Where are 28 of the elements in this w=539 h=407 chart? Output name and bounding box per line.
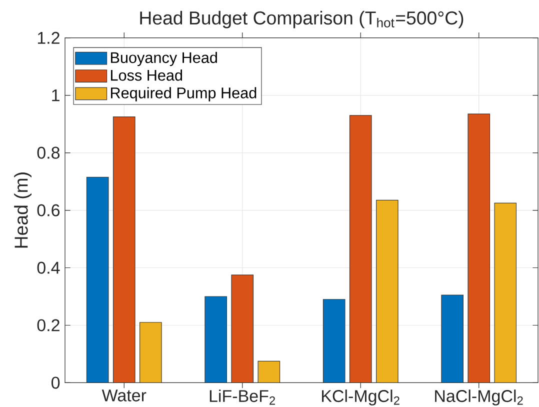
bar (376, 200, 398, 383)
y-tick-label: 1.2 (38, 32, 60, 44)
y-tick-label: 0.2 (37, 319, 60, 332)
x-tick-label: LiF-BeF$_{2}$ (210, 390, 275, 405)
y-tick-label: 0.6 (37, 204, 60, 216)
bar (441, 294, 464, 383)
bar (204, 296, 228, 383)
legend-label: Buoyancy Head (111, 52, 217, 66)
y-tick-label: 0 (52, 376, 60, 389)
y-axis-title: Head (m) (14, 172, 32, 248)
bar (139, 322, 162, 383)
bar (86, 176, 109, 383)
y-tick-label: 0.8 (37, 146, 60, 159)
bar (468, 114, 490, 383)
bar (258, 360, 280, 383)
y-tick-label: 1 (52, 89, 60, 102)
bar (112, 116, 136, 383)
x-tick-label: NaCl-MgCl$_{2}$ (435, 390, 523, 406)
bar (349, 115, 372, 383)
x-tick-label: Water (102, 390, 146, 402)
legend-label: Required Pump Head (111, 87, 256, 102)
chart-title: Head Budget Comparison (T$_{hot}$=500°C) (140, 10, 464, 28)
bar (322, 299, 346, 383)
legend-label: Loss Head (111, 69, 182, 81)
x-tick-label: KCl-MgCl$_{2}$ (322, 390, 400, 406)
bar (494, 202, 517, 383)
y-tick-label: 0.4 (37, 262, 60, 274)
bar (231, 274, 254, 383)
